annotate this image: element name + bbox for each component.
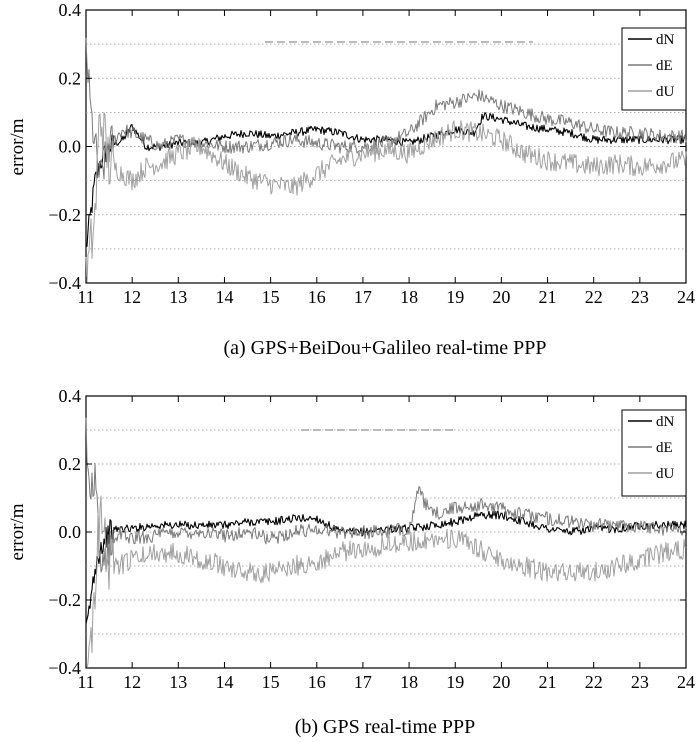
x-tick-label: 12 [123, 287, 141, 307]
x-tick-label: 24 [677, 287, 695, 307]
x-tick-labels: 11 12 13 14 15 16 17 18 19 20 21 22 23 24 [77, 287, 695, 307]
axis-ticks [85, 9, 687, 284]
y-tick-label: 0.4 [59, 386, 82, 406]
legend-label-dU: dU [656, 84, 675, 100]
y-tick-labels: 0.4 0.2 0.0 −0.2 −0.4 [48, 386, 81, 678]
y-tick-label: −0.2 [48, 590, 81, 610]
y-tick-labels: 0.4 0.2 0.0 −0.2 −0.4 [48, 0, 81, 293]
chart-panel-a: 0.4 0.2 0.0 −0.2 −0.4 11 12 13 14 15 16 17 18 19 20 21… [7, 0, 695, 359]
x-tick-label: 22 [585, 672, 603, 692]
series-line-dE [85, 37, 687, 180]
y-tick-label: 0.4 [59, 0, 82, 20]
x-tick-label: 16 [308, 672, 326, 692]
legend-label-dN: dN [656, 32, 675, 48]
x-tick-label: 21 [539, 287, 557, 307]
legend: dN dE dU [621, 27, 687, 111]
legend: dN dE dU [621, 409, 687, 497]
x-tick-label: 14 [215, 287, 233, 307]
axis-ticks [85, 395, 687, 669]
y-tick-label: 0.0 [59, 522, 82, 542]
x-tick-label: 15 [262, 672, 280, 692]
x-tick-label: 22 [585, 287, 603, 307]
x-tick-label: 19 [446, 672, 464, 692]
legend-label-dU: dU [656, 466, 675, 482]
x-tick-label: 13 [169, 672, 187, 692]
x-tick-label: 17 [354, 287, 372, 307]
x-tick-label: 11 [77, 287, 94, 307]
x-tick-label: 13 [169, 287, 187, 307]
x-tick-label: 14 [215, 672, 233, 692]
y-tick-label: −0.4 [48, 658, 81, 678]
legend-box [621, 409, 687, 497]
x-tick-label: 18 [400, 672, 418, 692]
x-tick-label: 23 [631, 287, 649, 307]
y-tick-label: 0.2 [59, 454, 82, 474]
x-tick-label: 18 [400, 287, 418, 307]
y-tick-label: 0.0 [59, 137, 82, 157]
grid-lines [86, 43, 686, 250]
x-tick-label: 19 [446, 287, 464, 307]
series-line-dU [85, 495, 687, 669]
y-tick-label: 0.2 [59, 68, 82, 88]
y-tick-label: −0.2 [48, 205, 81, 225]
x-tick-label: 16 [308, 287, 326, 307]
x-tick-label: 24 [677, 672, 695, 692]
x-tick-label: 11 [77, 672, 94, 692]
series-line-dU [85, 112, 687, 284]
x-tick-label: 20 [492, 287, 510, 307]
x-tick-label: 21 [539, 672, 557, 692]
legend-label-dE: dE [656, 440, 673, 456]
series-lines [85, 417, 687, 669]
legend-label-dE: dE [656, 58, 673, 74]
legend-label-dN: dN [656, 414, 675, 430]
x-tick-label: 23 [631, 672, 649, 692]
series-line-dN [85, 112, 687, 247]
y-axis-label: error/m [7, 503, 28, 560]
x-tick-label: 20 [492, 672, 510, 692]
x-tick-label: 12 [123, 672, 141, 692]
chart-panel-b: 0.4 0.2 0.0 −0.2 −0.4 11 12 13 14 15 16 17 18 19 20 21… [7, 386, 695, 738]
series-line-dN [85, 510, 687, 624]
chart-caption: (a) GPS+BeiDou+Galileo real-time PPP [223, 337, 546, 359]
y-tick-label: −0.4 [48, 273, 81, 293]
series-line-dE [85, 417, 687, 573]
x-tick-label: 17 [354, 672, 372, 692]
chart-caption: (b) GPS real-time PPP [295, 716, 476, 738]
x-tick-label: 15 [262, 287, 280, 307]
legend-box [621, 27, 687, 111]
x-tick-labels: 11 12 13 14 15 16 17 18 19 20 21 22 23 24 [77, 672, 695, 692]
series-lines [85, 37, 687, 284]
y-axis-label: error/m [7, 118, 28, 175]
